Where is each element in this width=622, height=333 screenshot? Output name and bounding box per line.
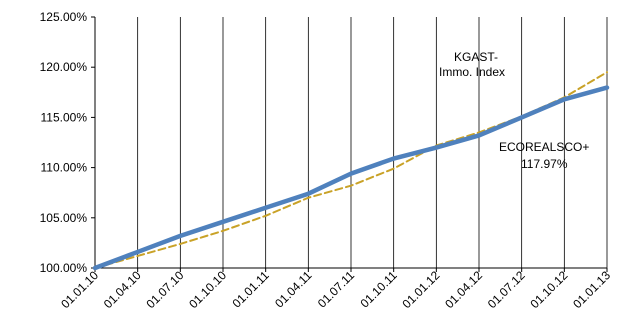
ecoreal-annotation-line1: ECOREALSCO+ (499, 140, 589, 154)
x-tick-label: 01.04.12 (442, 268, 485, 311)
x-tick-label: 01.10.11 (357, 268, 400, 311)
x-tick-label: 01.07.10 (144, 268, 187, 311)
x-tick-label: 01.01.12 (400, 268, 443, 311)
y-tick-label: 120.00% (40, 60, 88, 74)
x-tick-labels: 01.01.10 01.04.10 01.07.10 01.10.10 01.01.11… (58, 268, 613, 311)
series-lines (92, 71, 610, 271)
x-tick-label: 01.07.11 (315, 268, 358, 311)
x-tick-label: 01.01.13 (570, 268, 613, 311)
y-tick-label: 100.00% (40, 261, 88, 275)
x-tick-label: 01.04.11 (272, 268, 315, 311)
y-tick-labels: 100.00% 105.00% 110.00% 115.00% 120.00% 125.0… (40, 10, 88, 275)
axes (91, 16, 608, 272)
y-tick-label: 105.00% (40, 211, 88, 225)
y-tick-label: 115.00% (41, 110, 88, 124)
x-tick-label: 01.10.10 (186, 268, 229, 311)
series-line-ecorealsco (92, 85, 610, 271)
x-tick-label: 01.07.12 (485, 268, 528, 311)
x-tick-label: 01.04.10 (101, 268, 144, 311)
vertical-gridlines (94, 17, 608, 268)
x-tick-label: 01.10.12 (528, 268, 571, 311)
y-tick-label: 110.00% (41, 161, 88, 175)
kgast-annotation-line2: Immo. Index (439, 65, 505, 79)
kgast-annotation-line1: KGAST- (454, 50, 498, 64)
y-tick-label: 125.00% (40, 10, 88, 24)
ecoreal-annotation-line2: 117.97% (521, 157, 568, 171)
x-tick-label: 01.01.11 (229, 268, 272, 311)
